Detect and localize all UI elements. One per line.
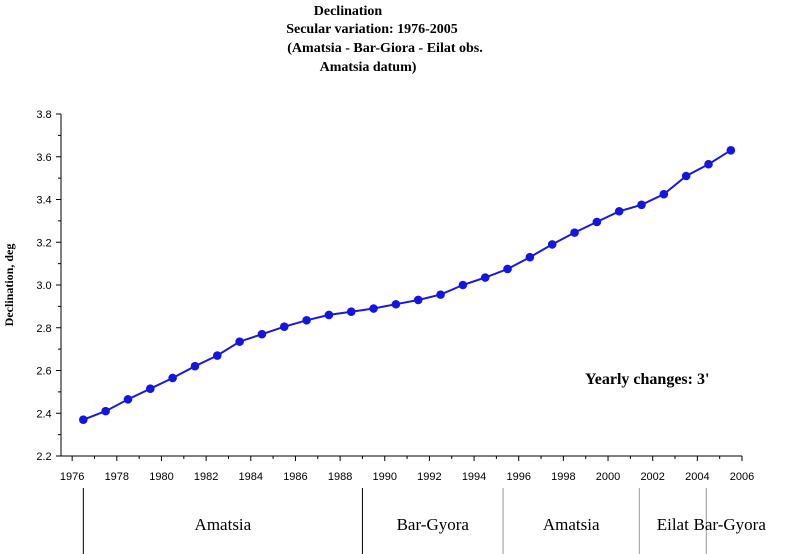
data-point	[324, 310, 334, 320]
data-point	[302, 315, 311, 325]
chart-title-line-1: Declination	[314, 4, 383, 19]
yearly-changes-annotation: Yearly changes: 3'	[585, 371, 709, 388]
x-tick-label: 1980	[149, 471, 173, 483]
x-tick-label: 1992	[417, 471, 441, 483]
data-point	[726, 146, 736, 155]
x-tick-label: 2004	[685, 471, 709, 483]
x-tick-label: 1982	[194, 471, 218, 483]
x-tick-label: 2006	[730, 471, 754, 483]
data-point	[570, 228, 579, 237]
data-point	[681, 171, 691, 181]
data-point	[346, 307, 356, 317]
segment-label: Amatsia	[543, 515, 600, 534]
y-tick-label: 3.4	[36, 195, 51, 207]
y-axis-label: Declination, deg	[2, 244, 16, 327]
data-point	[704, 159, 713, 169]
data-point	[525, 252, 535, 262]
data-point	[257, 329, 267, 339]
data-point	[146, 384, 155, 393]
segment-label: Eilat	[657, 515, 689, 534]
x-tick-label: 1986	[283, 471, 307, 483]
data-point	[369, 304, 378, 313]
chart-title-line-4: Amatsia datum)	[320, 60, 417, 75]
data-point	[101, 406, 110, 416]
observatory-segments: Amatsia Bar-Gyora Amatsia Eilat Bar-Gyora	[82, 488, 767, 554]
data-point	[547, 240, 557, 249]
data-point	[212, 351, 222, 360]
y-axis: 2.2 2.4 2.6 2.8 3.0 3.2 3.4 3.6 3.8	[36, 109, 62, 463]
chart-title-line-3: (Amatsia - Bar-Giora - Eilat obs.	[287, 41, 482, 56]
x-tick-label: 1978	[105, 471, 129, 483]
data-point	[436, 290, 445, 299]
data-point	[123, 395, 133, 404]
chart-title-line-2: Secular variation: 1976-2005	[286, 22, 458, 37]
segment-label: Bar-Gyora	[694, 515, 767, 534]
y-tick-label: 3.0	[36, 280, 51, 292]
y-tick-label: 2.8	[36, 323, 51, 335]
x-axis: 1976 1978 1980 1982 1984 1986 1988 1990 1992 1994…	[60, 455, 754, 483]
x-tick-label: 1994	[462, 471, 486, 483]
data-point	[503, 264, 512, 274]
data-point	[190, 361, 200, 371]
x-tick-label: 2002	[640, 471, 664, 483]
data-point	[480, 273, 490, 282]
data-point	[659, 189, 669, 199]
data-point	[614, 206, 624, 216]
x-tick-label: 1996	[506, 471, 530, 483]
data-point	[79, 415, 88, 424]
series-layer	[79, 146, 736, 424]
data-point	[592, 217, 602, 227]
chart-title: Declination Secular variation: 1976-2005…	[286, 4, 483, 75]
segment-label: Amatsia	[195, 515, 252, 534]
x-tick-label: 1988	[328, 471, 352, 483]
data-point	[637, 200, 646, 210]
y-tick-label: 3.2	[36, 237, 51, 249]
y-tick-label: 3.6	[36, 152, 51, 164]
data-point	[391, 299, 401, 309]
x-tick-label: 2000	[596, 471, 620, 483]
segment-label: Bar-Gyora	[397, 515, 470, 534]
data-point	[458, 280, 468, 290]
y-tick-label: 2.4	[36, 408, 51, 420]
y-tick-label: 3.8	[36, 109, 51, 121]
data-point	[235, 337, 244, 346]
y-tick-label: 2.6	[36, 366, 51, 378]
x-tick-label: 1976	[60, 471, 84, 483]
y-tick-label: 2.2	[36, 451, 51, 463]
x-tick-label: 1990	[373, 471, 397, 483]
data-point	[279, 322, 289, 331]
x-tick-label: 1998	[551, 471, 575, 483]
x-tick-label: 1984	[239, 471, 263, 483]
data-point	[413, 295, 423, 305]
data-point	[168, 373, 177, 383]
